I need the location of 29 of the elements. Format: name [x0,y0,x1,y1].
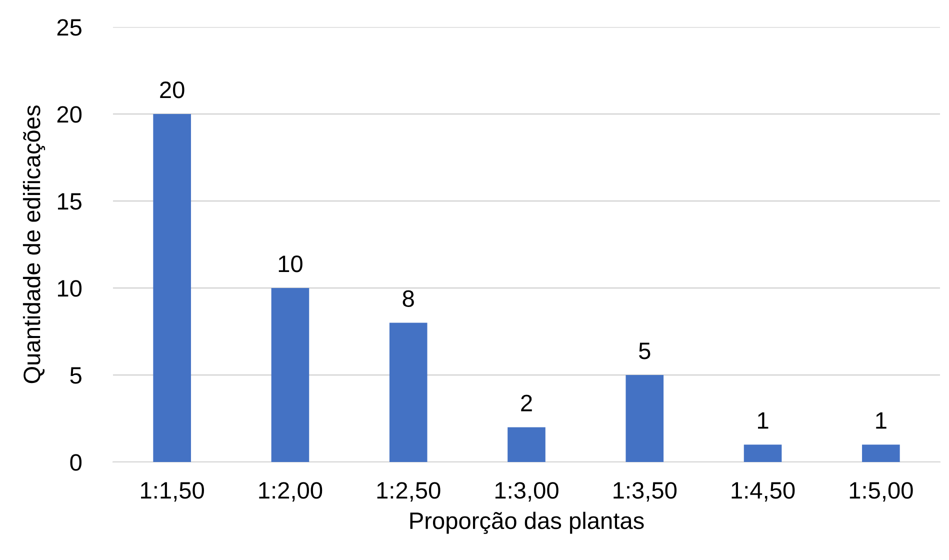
data-label: 8 [402,290,414,308]
data-label: 2 [521,394,532,412]
bar [744,444,782,462]
x-tick-label: 1:4,50 [732,482,795,502]
bar [508,427,546,462]
y-axis-title: Quantidade de edificações [22,106,46,384]
data-label: 5 [639,342,650,360]
bar [862,444,900,462]
y-tick-label: 20 [57,106,82,123]
bar [271,288,310,462]
y-tick-label: 0 [70,454,82,471]
data-label: 1 [758,412,768,429]
x-tick-label: 1:1,50 [141,482,204,502]
x-tick-label: 1:5,00 [850,482,913,502]
y-tick-label: 25 [57,19,82,36]
bar [153,114,191,462]
x-tick-label: 1:3,50 [614,482,677,502]
data-label: 1 [876,412,886,429]
y-tick-label: 10 [58,280,82,297]
bar [626,375,664,462]
bar [389,322,428,462]
x-tick-label: 1:2,00 [259,482,322,502]
data-label: 20 [160,82,184,98]
x-axis-title: Proporção das plantas [410,512,644,534]
y-tick-label: 5 [70,367,82,384]
y-tick-label: 15 [58,193,82,210]
x-tick-label: 1:3,00 [495,482,558,502]
data-label: 10 [278,256,302,272]
x-tick-label: 1:2,50 [377,482,440,502]
